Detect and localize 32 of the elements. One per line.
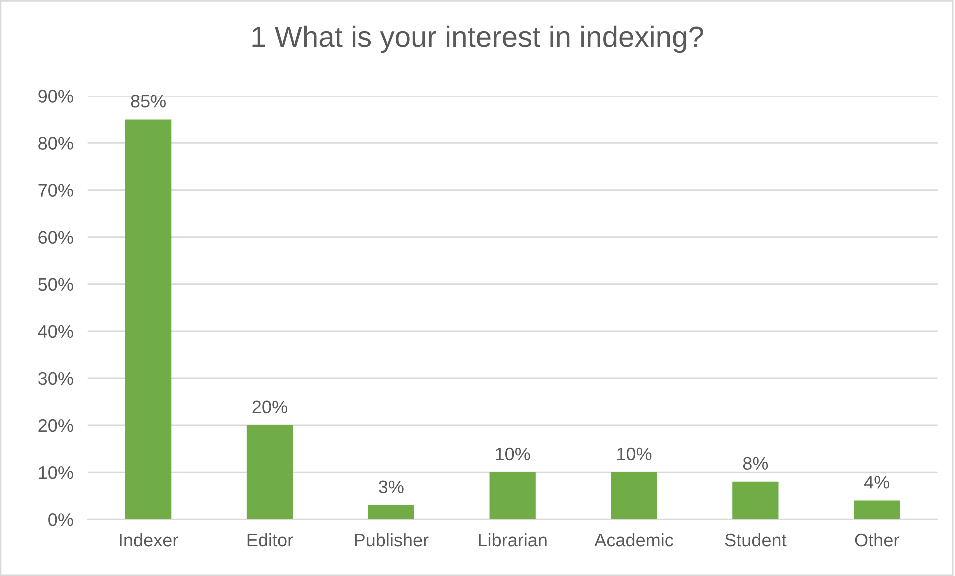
x-tick-label: Academic: [594, 533, 674, 547]
y-tick-label: 80%: [38, 137, 74, 150]
data-label: 20%: [252, 400, 288, 414]
y-tick-label: 60%: [38, 231, 74, 244]
y-tick-label: 0%: [48, 513, 74, 526]
bar: [490, 472, 536, 520]
y-tick-label: 10%: [39, 466, 74, 480]
x-tick-label: Publisher: [355, 533, 429, 547]
y-tick-label: 30%: [38, 372, 74, 386]
x-tick-label: Indexer: [120, 533, 178, 547]
y-tick-label: 90%: [38, 90, 74, 103]
x-tick-label: Editor: [248, 533, 294, 547]
y-tick-label: 20%: [38, 419, 74, 432]
bar: [126, 120, 172, 520]
bar: [368, 505, 414, 520]
data-label: 10%: [618, 448, 652, 461]
y-tick-label: 70%: [38, 184, 74, 197]
y-tick-label: 40%: [38, 325, 74, 338]
data-label: 4%: [864, 476, 890, 489]
x-tick-label: Other: [855, 533, 900, 547]
bar: [854, 500, 900, 520]
chart-title: 1 What is your interest in indexing?: [252, 26, 704, 54]
x-tick-label: Librarian: [479, 533, 547, 547]
bar: [246, 425, 294, 520]
data-label: 3%: [379, 480, 404, 494]
y-tick-label: 50%: [38, 278, 74, 292]
data-label: 85%: [131, 95, 166, 108]
data-label: 8%: [743, 457, 768, 470]
data-label: 10%: [496, 448, 530, 461]
bar: [611, 472, 658, 520]
bar: [732, 482, 779, 520]
x-tick-label: Student: [725, 533, 787, 547]
